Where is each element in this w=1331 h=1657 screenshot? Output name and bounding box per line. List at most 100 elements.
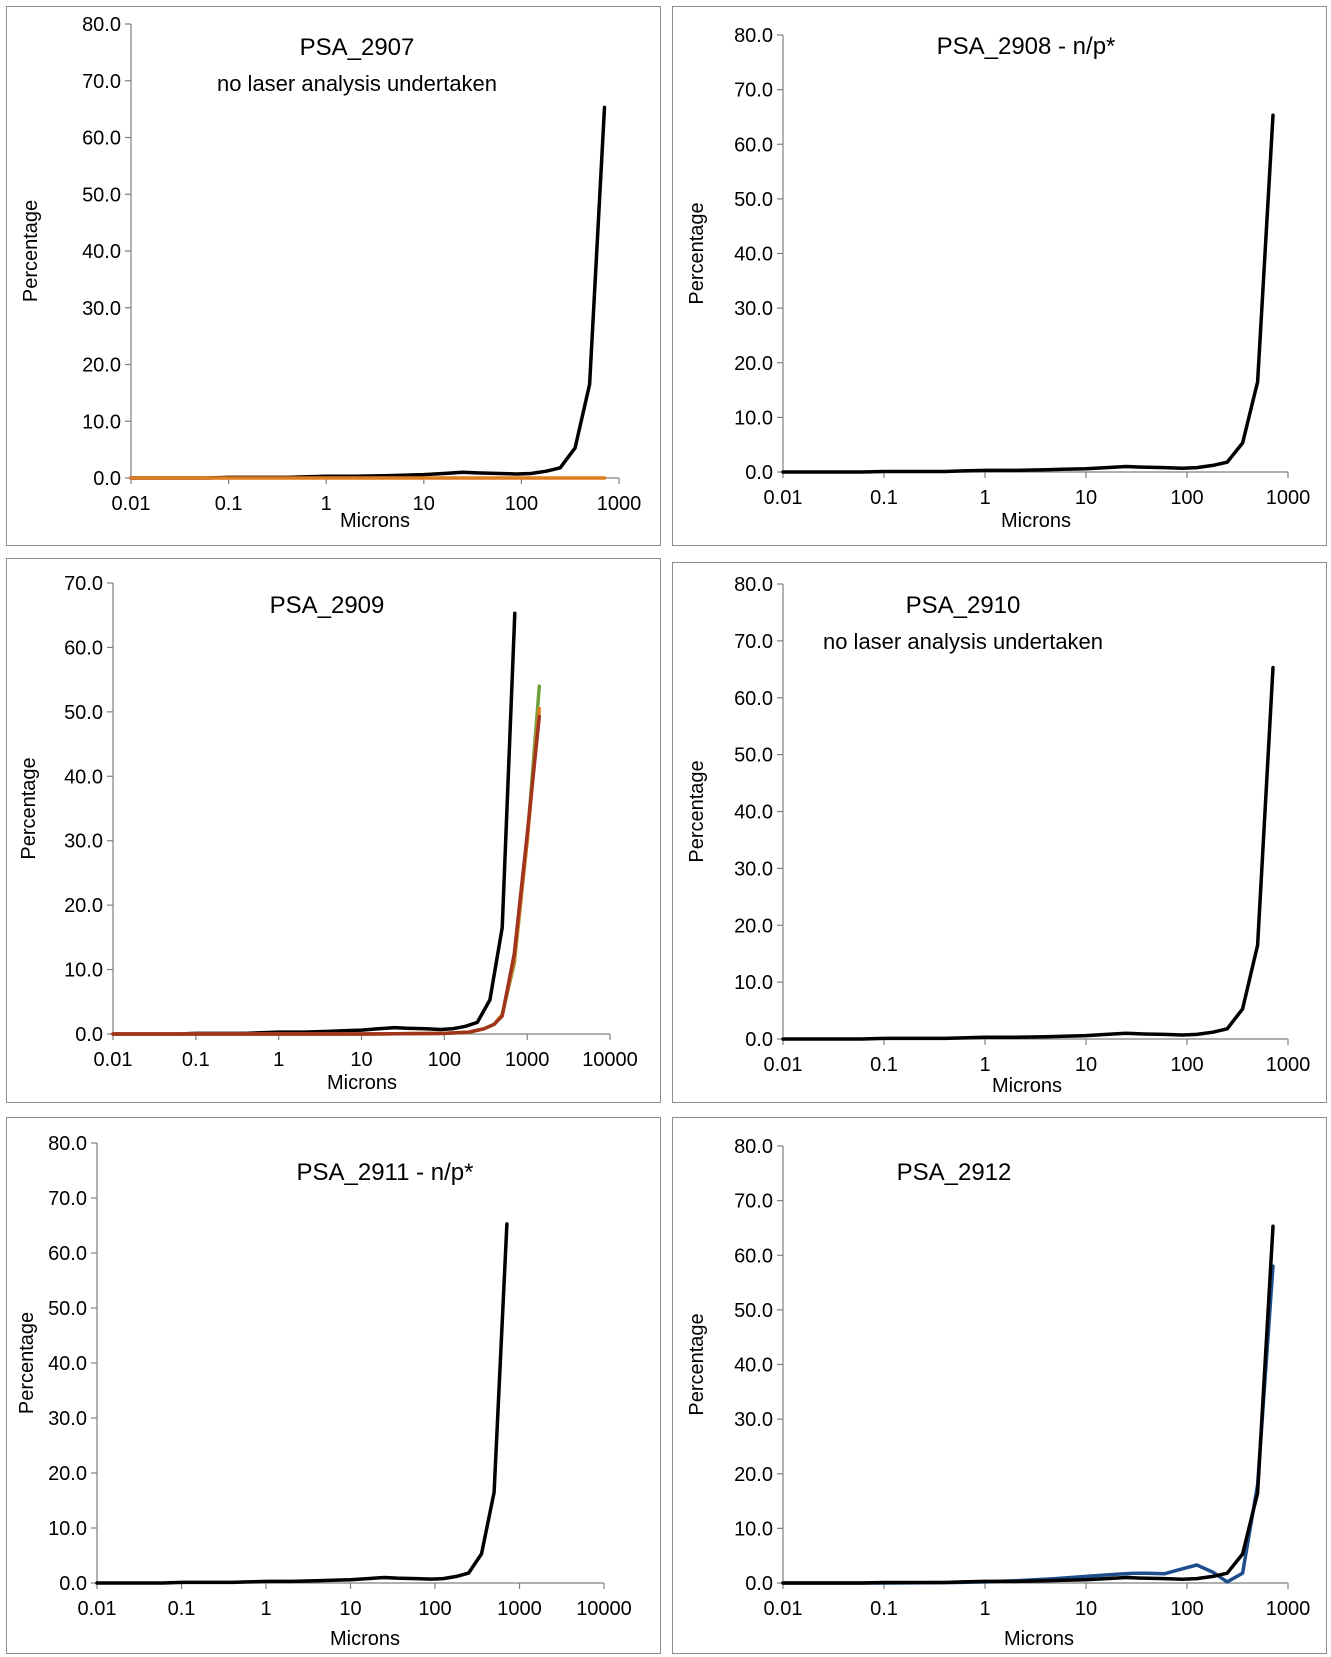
y-tick-label: 40.0 xyxy=(734,802,773,824)
x-tick-label: 10 xyxy=(339,1598,361,1620)
x-tick-label: 10000 xyxy=(576,1598,632,1620)
y-tick-label: 10.0 xyxy=(734,972,773,994)
series-line-0 xyxy=(781,665,1275,1041)
y-tick-label: 30.0 xyxy=(734,1409,773,1431)
series-line-0 xyxy=(95,1222,509,1585)
x-tick-label: 1000 xyxy=(505,1049,550,1071)
y-tick-label: 10.0 xyxy=(734,407,773,429)
y-tick-label: 60.0 xyxy=(734,688,773,710)
y-tick-label: 20.0 xyxy=(64,895,103,917)
series-line-3 xyxy=(111,714,542,1036)
chart-svg: 0.0 10.0 20.0 30.0 40.0 50.0 60.0 70.0 80.0 0.01 0… xyxy=(16,1133,632,1650)
series-line-0 xyxy=(781,1264,1275,1585)
y-tick-label: 30.0 xyxy=(48,1408,87,1430)
chart-svg: 0.0 10.0 20.0 30.0 40.0 50.0 60.0 70.0 80.0 0.01 0… xyxy=(686,25,1311,532)
series-line-0 xyxy=(781,113,1275,474)
x-tick-label: 0.1 xyxy=(168,1598,196,1620)
y-tick-label: 60.0 xyxy=(64,637,103,659)
x-tick-label: 1 xyxy=(979,487,990,509)
x-tick-label: 100 xyxy=(1170,1054,1203,1076)
y-tick-label: 10.0 xyxy=(48,1518,87,1540)
x-tick-label: 10 xyxy=(350,1049,372,1071)
y-tick-label: 0.0 xyxy=(745,1573,773,1595)
x-tick-label: 10 xyxy=(1075,1054,1097,1076)
y-tick-label: 30.0 xyxy=(734,858,773,880)
x-tick-label: 10 xyxy=(1075,1598,1097,1620)
x-tick-label: 0.01 xyxy=(94,1049,133,1071)
chart-title: PSA_2912 xyxy=(897,1159,1012,1186)
y-tick-label: 20.0 xyxy=(48,1463,87,1485)
chart-title: PSA_2911 - n/p* xyxy=(296,1159,473,1186)
x-tick-label: 0.01 xyxy=(764,1054,803,1076)
y-tick-label: 40.0 xyxy=(734,244,773,266)
series-line-1 xyxy=(111,684,542,1036)
x-tick-label: 0.01 xyxy=(764,1598,803,1620)
x-tick-label: 1 xyxy=(321,493,332,515)
y-tick-label: 60.0 xyxy=(82,128,121,150)
y-tick-label: 70.0 xyxy=(48,1188,87,1210)
y-tick-label: 10.0 xyxy=(82,411,121,433)
y-tick-label: 20.0 xyxy=(734,915,773,937)
x-tick-label: 10000 xyxy=(582,1049,638,1071)
x-tick-label: 0.01 xyxy=(78,1598,117,1620)
series-line-2 xyxy=(111,706,542,1036)
y-axis-label: Percentage xyxy=(20,200,42,302)
x-tick-label: 0.1 xyxy=(215,493,243,515)
y-tick-label: 50.0 xyxy=(48,1298,87,1320)
y-tick-label: 50.0 xyxy=(734,745,773,767)
x-axis-label: Microns xyxy=(327,1072,397,1094)
chart-subtitle: no laser analysis undertaken xyxy=(217,71,497,96)
y-tick-label: 40.0 xyxy=(48,1353,87,1375)
series-line-1 xyxy=(781,1224,1275,1585)
x-tick-label: 1 xyxy=(979,1054,990,1076)
y-tick-label: 0.0 xyxy=(745,1029,773,1051)
y-tick-label: 60.0 xyxy=(734,1245,773,1267)
x-tick-label: 1000 xyxy=(1266,487,1311,509)
y-tick-label: 80.0 xyxy=(734,1136,773,1158)
chart-title: PSA_2907 xyxy=(300,34,415,61)
y-tick-label: 40.0 xyxy=(734,1355,773,1377)
y-tick-label: 70.0 xyxy=(734,80,773,102)
chart-panel-psa-2908: 0.0 10.0 20.0 30.0 40.0 50.0 60.0 70.0 80.0 0.01 0… xyxy=(672,6,1327,546)
y-tick-label: 80.0 xyxy=(82,14,121,36)
x-tick-label: 1000 xyxy=(1266,1054,1311,1076)
y-tick-label: 80.0 xyxy=(734,574,773,596)
x-tick-label: 0.1 xyxy=(870,1054,898,1076)
x-tick-label: 100 xyxy=(1170,1598,1203,1620)
chart-title: PSA_2909 xyxy=(270,592,385,619)
y-tick-label: 20.0 xyxy=(734,353,773,375)
y-tick-label: 0.0 xyxy=(93,468,121,490)
y-axis-label: Percentage xyxy=(686,1313,708,1415)
y-tick-label: 60.0 xyxy=(48,1243,87,1265)
x-tick-label: 100 xyxy=(505,493,538,515)
chart-svg: 0.0 10.0 20.0 30.0 40.0 50.0 60.0 70.0 0.01 0.1 1 1… xyxy=(18,573,638,1094)
chart-subtitle: no laser analysis undertaken xyxy=(823,629,1103,654)
x-tick-label: 0.01 xyxy=(112,493,151,515)
y-axis-label: Percentage xyxy=(16,1312,38,1414)
x-tick-label: 100 xyxy=(418,1598,451,1620)
chart-panel-psa-2907: 0.0 10.0 20.0 30.0 40.0 50.0 60.0 70.0 80.0 0.01 0… xyxy=(6,6,661,546)
y-tick-label: 70.0 xyxy=(64,573,103,595)
y-tick-label: 40.0 xyxy=(64,766,103,788)
x-tick-label: 1000 xyxy=(497,1598,542,1620)
x-axis-label: Microns xyxy=(1004,1628,1074,1650)
x-axis-label: Microns xyxy=(992,1075,1062,1097)
x-tick-label: 0.1 xyxy=(870,487,898,509)
x-axis-label: Microns xyxy=(340,510,410,532)
x-tick-label: 1000 xyxy=(597,493,642,515)
y-tick-label: 50.0 xyxy=(82,184,121,206)
y-tick-label: 0.0 xyxy=(59,1573,87,1595)
y-tick-label: 20.0 xyxy=(734,1464,773,1486)
x-tick-label: 0.1 xyxy=(870,1598,898,1620)
y-tick-label: 10.0 xyxy=(64,960,103,982)
chart-panel-psa-2909: 0.0 10.0 20.0 30.0 40.0 50.0 60.0 70.0 0.01 0.1 1 1… xyxy=(6,558,661,1103)
y-tick-label: 50.0 xyxy=(734,189,773,211)
y-tick-label: 70.0 xyxy=(82,71,121,93)
chart-svg: 0.0 10.0 20.0 30.0 40.0 50.0 60.0 70.0 80.0 0.01 0… xyxy=(686,1136,1310,1650)
x-tick-label: 0.1 xyxy=(182,1049,210,1071)
x-tick-label: 10 xyxy=(413,493,435,515)
y-tick-label: 0.0 xyxy=(75,1024,103,1046)
y-tick-label: 80.0 xyxy=(48,1133,87,1155)
chart-panel-psa-2911: 0.0 10.0 20.0 30.0 40.0 50.0 60.0 70.0 80.0 0.01 0… xyxy=(6,1117,661,1654)
chart-panel-psa-2912: 0.0 10.0 20.0 30.0 40.0 50.0 60.0 70.0 80.0 0.01 0… xyxy=(672,1117,1327,1654)
